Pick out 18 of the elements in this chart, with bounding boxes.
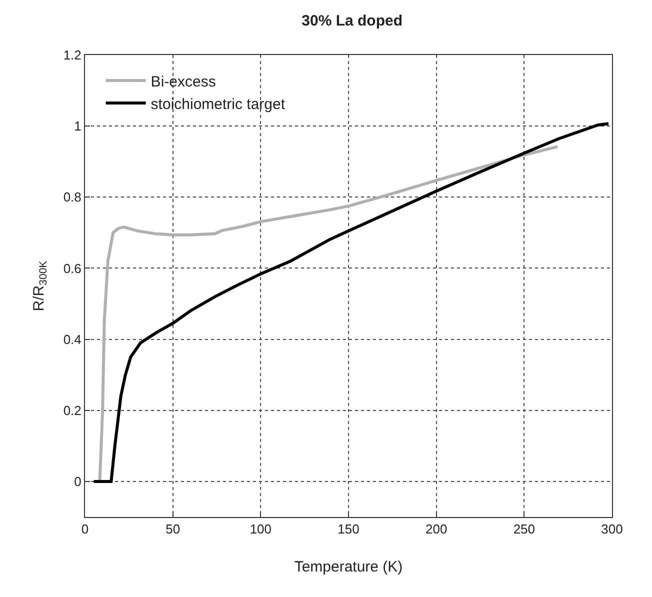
y-tick-label: 0.6: [63, 260, 82, 276]
x-tick-label: 250: [513, 522, 536, 537]
x-tick-label: 100: [250, 522, 272, 537]
y-tick-label: 0.4: [63, 332, 82, 347]
x-tick-label: 50: [166, 522, 180, 537]
x-tick-label: 150: [338, 522, 360, 537]
line-series: [92, 122, 610, 483]
chart-title: 30% La doped: [302, 12, 403, 30]
legend-label: Bi-excess: [150, 73, 216, 90]
x-axis-title: Temperature (K): [294, 558, 403, 576]
y-tick-label: 0: [74, 474, 82, 490]
legend-label: stoichiometric target: [150, 96, 286, 113]
y-tick-label: 1: [74, 118, 82, 134]
y-tick-label: 0.2: [63, 402, 82, 418]
y-tick-label: 0.8: [63, 190, 82, 205]
y-tick-label: 1.2: [63, 48, 82, 63]
x-tick-label: 200: [425, 522, 448, 537]
x-tick-label: 300: [601, 522, 623, 537]
